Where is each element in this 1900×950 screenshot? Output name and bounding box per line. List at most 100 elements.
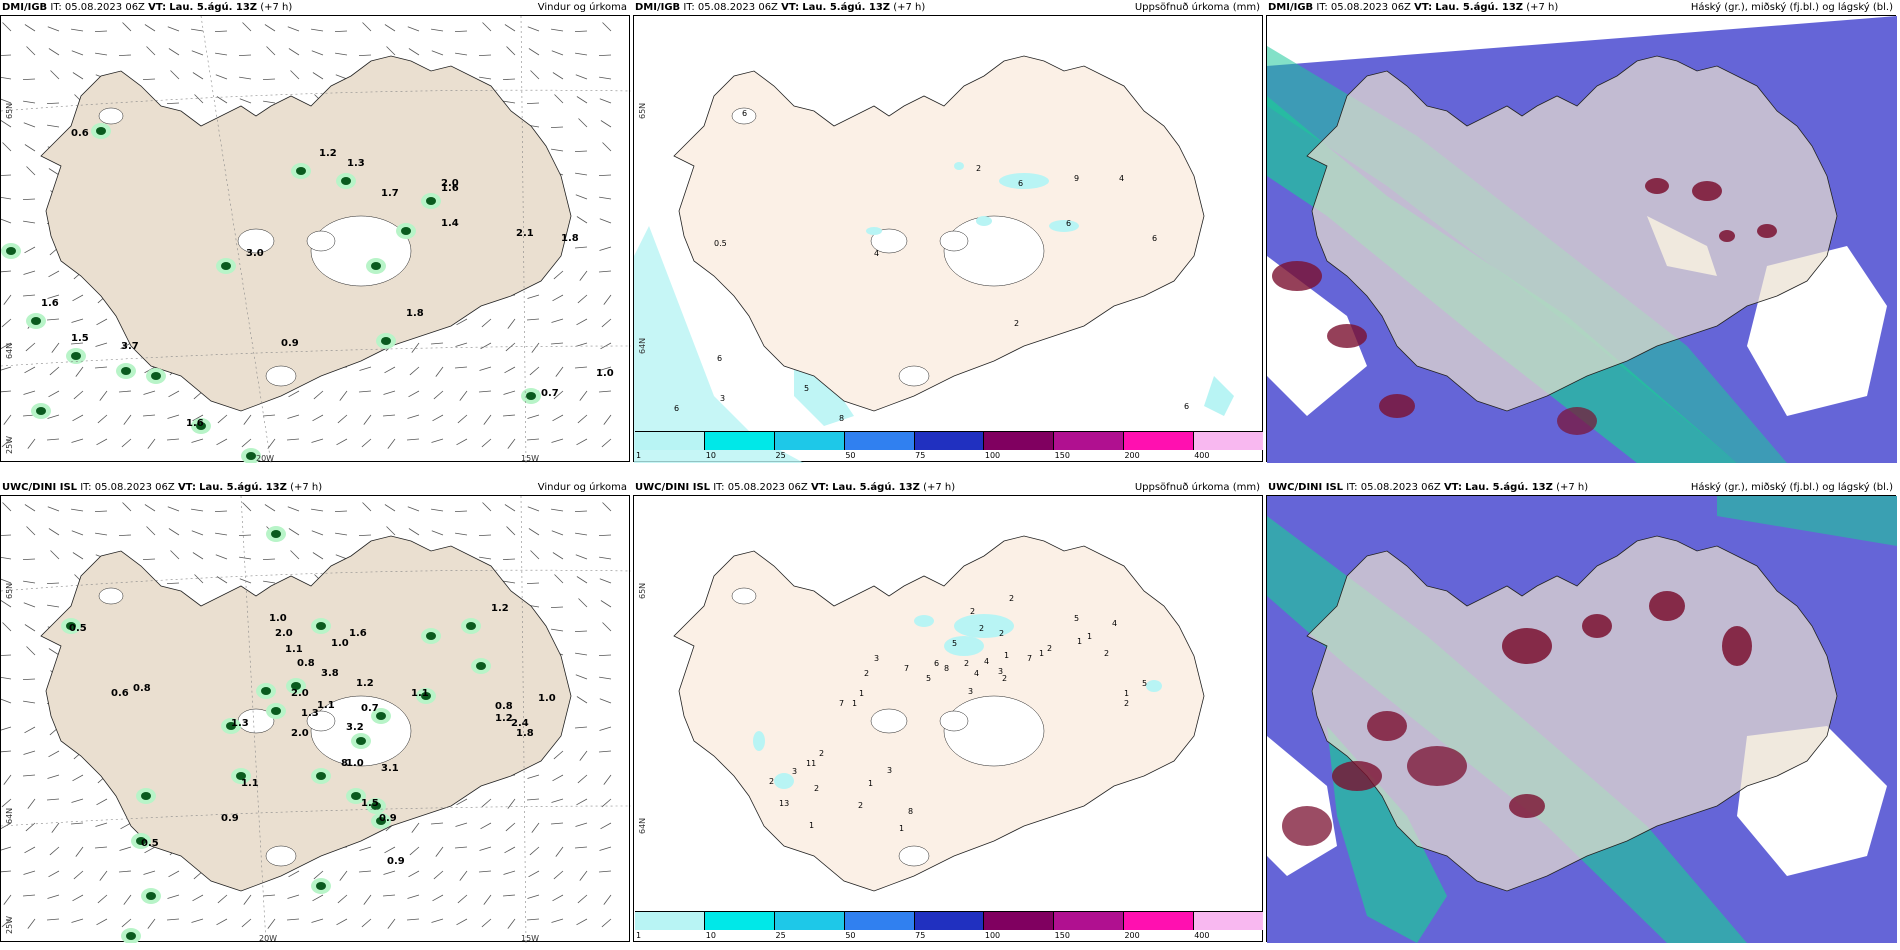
precip-core xyxy=(426,632,436,640)
value-label: 0.8 xyxy=(495,701,513,712)
wind-barb xyxy=(142,78,156,80)
grid-label: 20W xyxy=(256,454,274,463)
wind-barb xyxy=(599,578,612,584)
wind-barb xyxy=(167,26,180,32)
wind-barb xyxy=(481,438,492,448)
wind-barb xyxy=(601,798,612,808)
wind-barb xyxy=(144,504,156,512)
precip-core xyxy=(376,712,386,720)
value-label: 2.0 xyxy=(291,688,309,699)
it-value: 05.08.2023 06Z xyxy=(1330,2,1411,13)
wind-barb xyxy=(507,438,516,449)
wind-barb xyxy=(146,526,156,536)
glacier-vatnajokull xyxy=(310,215,412,287)
wind-barb xyxy=(48,168,60,176)
wind-barb xyxy=(482,502,492,512)
wind-barb xyxy=(194,94,204,104)
wind-barb xyxy=(1,918,12,928)
wind-barb xyxy=(23,220,36,224)
wind-barb xyxy=(362,502,372,512)
value-label: 3.7 xyxy=(121,341,139,352)
colorbar-tick: 1 xyxy=(636,931,642,940)
value-label: 0.8 xyxy=(133,683,151,694)
precip-core xyxy=(136,837,146,845)
wind-barb xyxy=(527,414,540,419)
value-label: 2 xyxy=(1124,699,1129,708)
value-label: 2.0 xyxy=(275,628,293,639)
wind-barb xyxy=(72,294,84,302)
wind-barb xyxy=(599,726,612,731)
wind-barb xyxy=(166,438,180,441)
wind-barb xyxy=(24,624,36,632)
vt-value: Lau. 5.ágú. 13Z xyxy=(802,2,891,13)
it-label: IT: xyxy=(50,2,62,13)
wind-barb xyxy=(192,552,204,560)
wind-barb xyxy=(191,508,204,512)
wind-barb xyxy=(286,438,300,441)
wind-barb xyxy=(2,22,12,32)
wind-barb xyxy=(264,504,276,512)
wind-barb xyxy=(267,438,276,449)
wind-barb xyxy=(118,870,132,873)
wind-barb xyxy=(23,750,36,755)
value-label: 1.6 xyxy=(349,628,367,639)
wind-barb xyxy=(47,124,60,128)
wind-barb xyxy=(26,166,36,176)
wind-barb xyxy=(598,174,612,176)
value-label: 0.9 xyxy=(221,813,239,824)
precip-core xyxy=(31,317,41,325)
wind-barb xyxy=(334,30,348,32)
panel-header: DMI/IGB IT: 05.08.2023 06Z VT: Lau. 5.ág… xyxy=(1267,0,1897,16)
value-label: 6 xyxy=(1152,234,1157,243)
wind-barb xyxy=(1,196,12,200)
precip-core xyxy=(316,882,326,890)
lead: (+7 h) xyxy=(893,2,926,13)
wind-barb xyxy=(144,24,156,32)
wind-barb xyxy=(577,774,588,784)
wind-barb xyxy=(359,366,372,371)
wind-barb xyxy=(598,750,612,753)
wind-barb xyxy=(262,894,276,897)
wind-barb xyxy=(579,390,588,401)
wind-barb xyxy=(96,918,108,926)
wind-barb xyxy=(601,438,612,448)
wind-barb xyxy=(267,918,276,929)
wind-barb xyxy=(459,870,468,881)
wind-barb xyxy=(455,342,468,347)
wind-barb xyxy=(1,366,12,371)
wind-barb xyxy=(72,774,84,782)
wind-barb xyxy=(288,528,300,536)
colorbar-swatch xyxy=(1194,912,1264,930)
wind-barb xyxy=(530,70,540,80)
colorbar-tick: 100 xyxy=(984,931,1001,940)
lead: (+7 h) xyxy=(923,482,956,493)
wind-barb xyxy=(454,846,468,849)
wind-barb xyxy=(48,870,60,878)
value-label: 13 xyxy=(779,799,789,808)
wind-barb xyxy=(457,894,468,904)
wind-barb xyxy=(550,606,564,608)
value-label: 2 xyxy=(1009,594,1014,603)
wind-barb xyxy=(170,70,180,80)
precip-core xyxy=(526,392,536,400)
wind-barb xyxy=(599,676,612,680)
wind-barb xyxy=(551,798,564,803)
wind-barb xyxy=(527,774,540,779)
wind-barb xyxy=(26,46,36,56)
grid-label: 65N xyxy=(5,583,14,599)
value-label: 2 xyxy=(999,629,1004,638)
wind-barb xyxy=(383,870,396,875)
wind-barb xyxy=(551,628,564,632)
panel-uwc-cloud: UWC/DINI ISL IT: 05.08.2023 06Z VT: Lau.… xyxy=(1266,482,1897,943)
wind-barb xyxy=(578,118,588,128)
precip-core xyxy=(371,262,381,270)
wind-barb xyxy=(311,438,324,443)
wind-barb xyxy=(26,526,36,536)
colorbar-tick: 200 xyxy=(1124,931,1140,940)
value-label: 6 xyxy=(742,109,747,118)
wind-barb xyxy=(430,342,444,345)
wind-barb xyxy=(118,534,132,536)
value-label: 0.5 xyxy=(714,239,727,248)
colorbar-tick: 10 xyxy=(705,451,716,460)
